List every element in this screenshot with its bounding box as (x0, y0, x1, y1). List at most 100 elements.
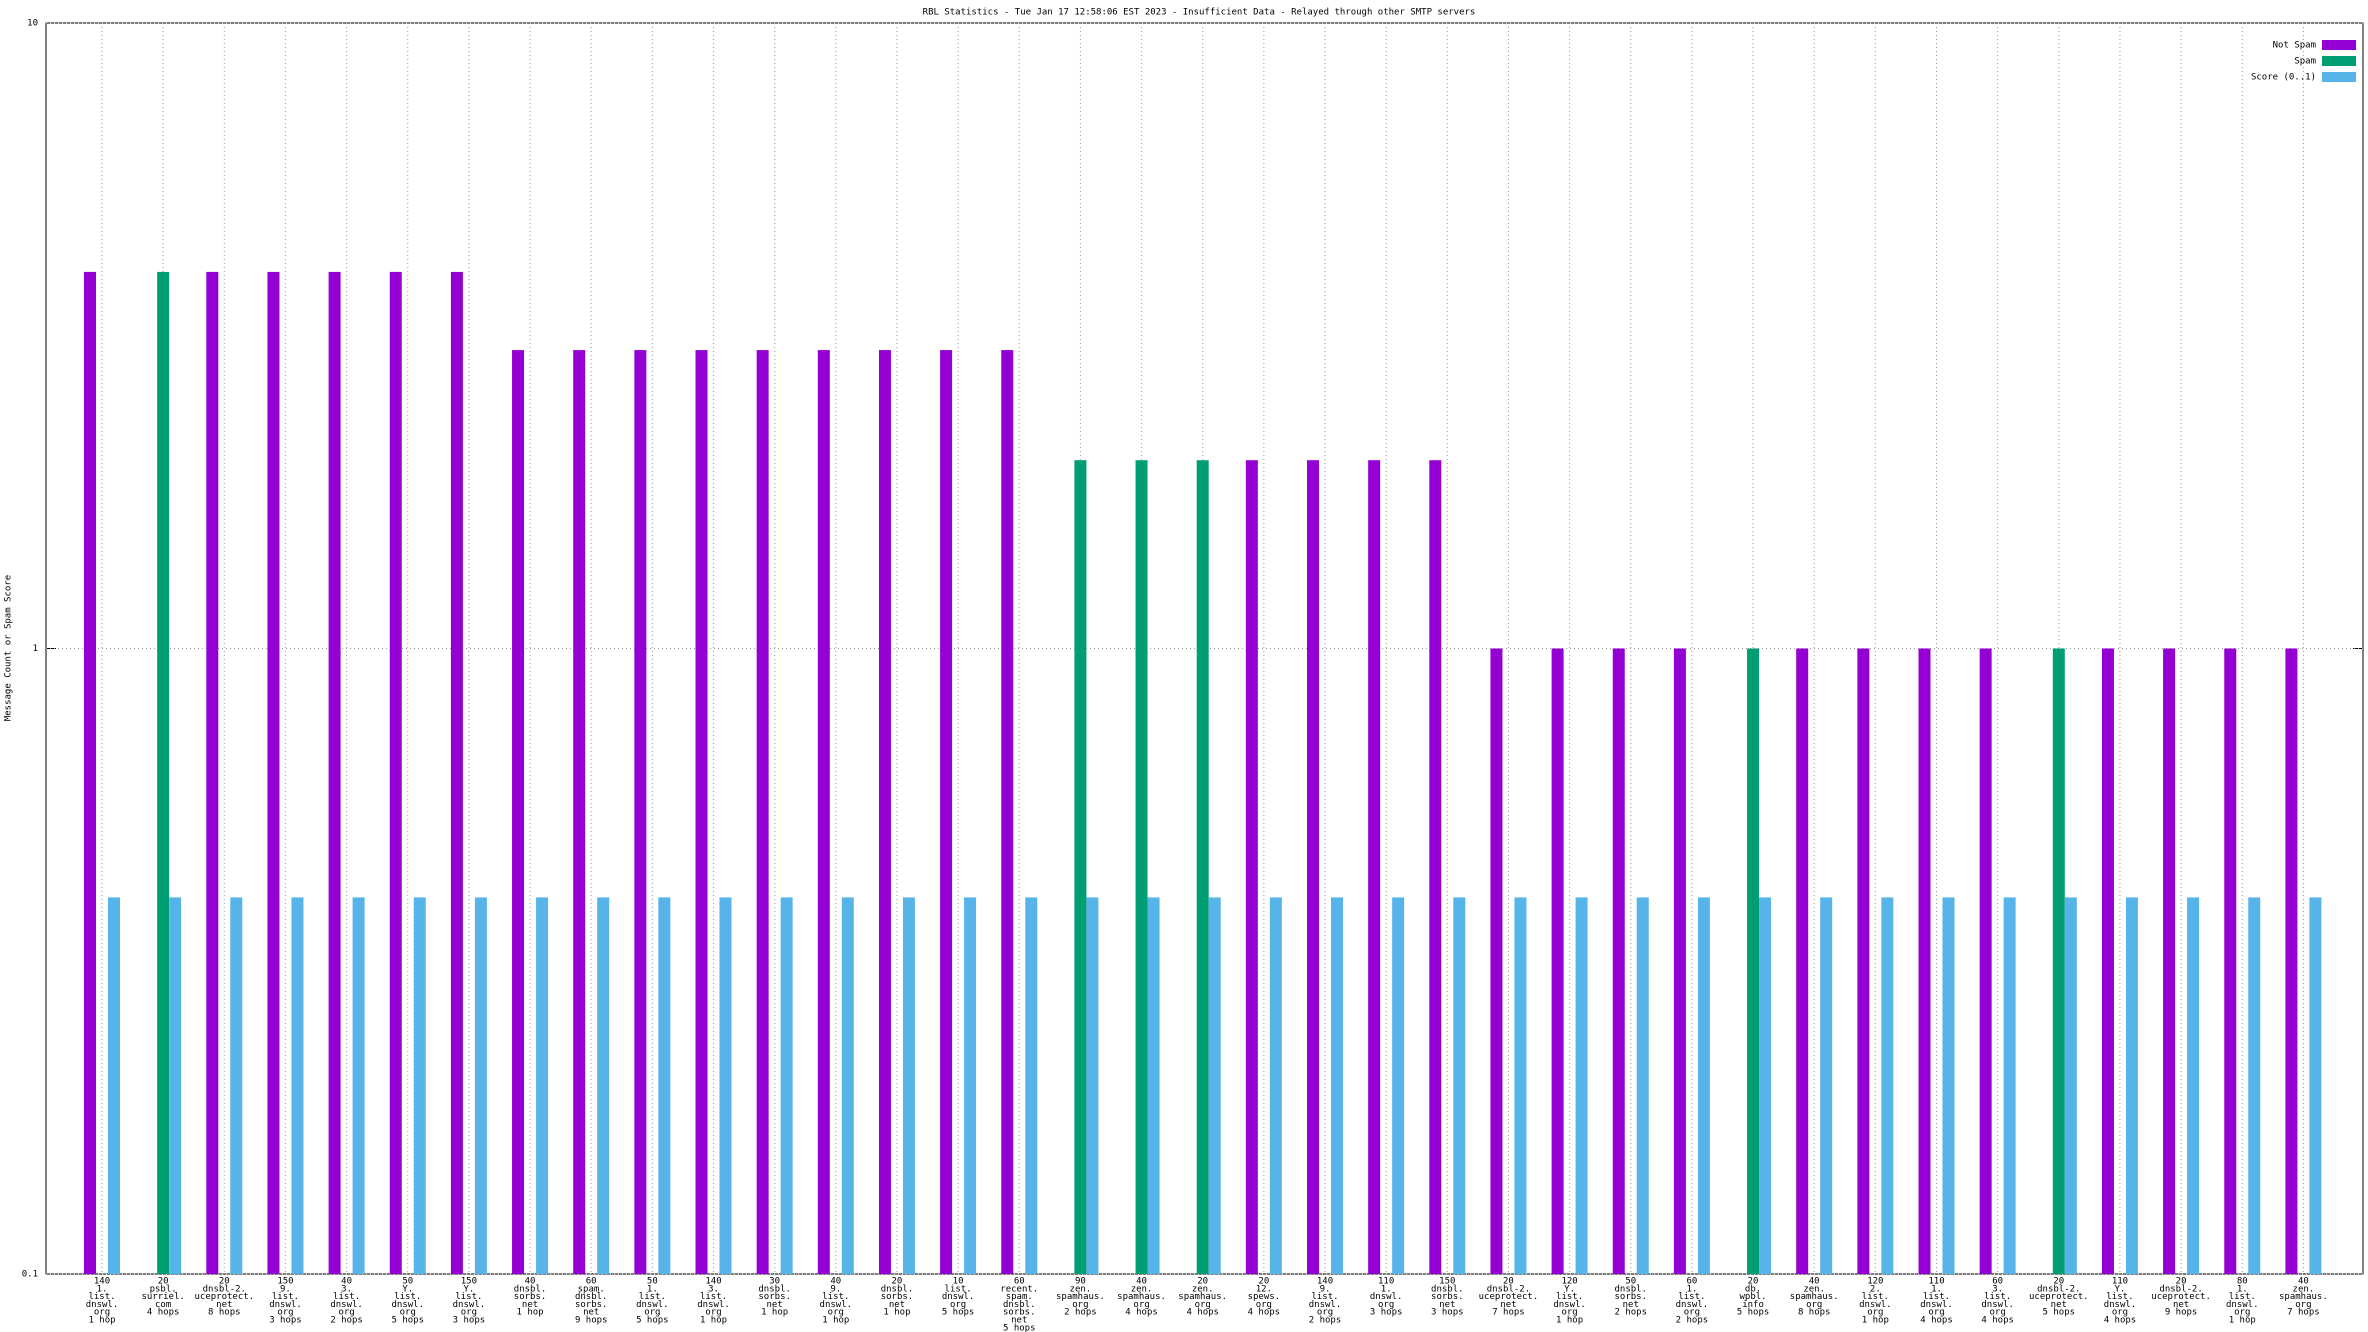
bar (1074, 460, 1087, 1274)
x-tick-label: dnswl. (86, 1300, 119, 1310)
bar (2285, 648, 2298, 1274)
x-tick-label: 2 hops (1064, 1308, 1097, 1318)
x-tick-label: dnsbl-2. (2159, 1284, 2202, 1294)
x-tick-label: 1. (1381, 1284, 1392, 1294)
x-tick-label: 40 (1136, 1277, 1147, 1287)
x-tick-label: 50 (1625, 1277, 1636, 1287)
x-tick-label: 60 (1686, 1277, 1697, 1287)
x-tick-label: org (950, 1300, 966, 1310)
bar (1453, 897, 1466, 1274)
legend-label: Spam (2294, 57, 2316, 67)
x-tick-label: 20 (158, 1277, 169, 1287)
bar (1208, 897, 1221, 1274)
legend-label: Score (0..1) (2251, 73, 2316, 83)
bar (2064, 897, 2077, 1274)
x-tick-label: 2 hops (330, 1316, 363, 1326)
x-tick-label: org (1684, 1308, 1700, 1318)
bar (756, 350, 769, 1274)
x-tick-label: 9 hops (575, 1316, 608, 1326)
bar (658, 897, 671, 1274)
x-tick-label: dnsbl. (758, 1284, 791, 1294)
x-tick-label: list. (455, 1292, 482, 1302)
x-tick-label: 120 (1867, 1277, 1883, 1287)
bar (1636, 897, 1649, 1274)
x-tick-label: dnsbl. (1003, 1300, 1036, 1310)
x-tick-label: zen. (1192, 1284, 1214, 1294)
x-tick-label: 1 hop (883, 1308, 910, 1318)
legend-swatch (2322, 56, 2356, 66)
bar (2101, 648, 2114, 1274)
x-tick-label: 40 (341, 1277, 352, 1287)
x-tick-label: list. (88, 1292, 115, 1302)
bar (1135, 460, 1148, 1274)
x-tick-label: sorbs. (1431, 1292, 1464, 1302)
x-tick-label: 1 hop (700, 1316, 727, 1326)
bar (1429, 460, 1442, 1274)
x-tick-label: 5 hops (391, 1316, 424, 1326)
bar (1551, 648, 1564, 1274)
bar (1918, 648, 1931, 1274)
legend-label: Not Spam (2273, 41, 2316, 51)
x-tick-label: org (400, 1308, 416, 1318)
x-tick-label: dnswl. (1370, 1292, 1403, 1302)
x-tick-label: 4 hops (1920, 1316, 1953, 1326)
bar (1612, 648, 1625, 1274)
x-tick-label: 110 (1378, 1277, 1394, 1287)
x-tick-label: net (583, 1308, 599, 1318)
x-tick-label: 1 hop (1862, 1316, 1889, 1326)
x-tick-label: info (1742, 1300, 1764, 1310)
bar (84, 271, 96, 1274)
x-tick-label: list. (1556, 1292, 1583, 1302)
x-tick-label: 3. (341, 1284, 352, 1294)
y-tick-label: 10 (27, 19, 38, 29)
bar (2125, 897, 2138, 1274)
x-tick-label: net (1500, 1300, 1516, 1310)
x-tick-label: org (1928, 1308, 1944, 1318)
bar (902, 897, 915, 1274)
bar (1942, 897, 1955, 1274)
bar (1331, 897, 1343, 1274)
x-tick-label: 9 hops (2165, 1308, 2198, 1318)
x-tick-label: sorbs. (1003, 1308, 1036, 1318)
x-tick-label: 20 (219, 1277, 230, 1287)
x-tick-label: net (889, 1300, 905, 1310)
y-tick-label: 0.1 (22, 1270, 38, 1280)
x-tick-label: dnsbl. (514, 1284, 547, 1294)
x-tick-label: org (1990, 1308, 2006, 1318)
x-tick-label: 1. (1686, 1284, 1697, 1294)
x-tick-label: 3. (1992, 1284, 2003, 1294)
bar (841, 897, 854, 1274)
x-tick-label: sorbs. (1614, 1292, 1647, 1302)
x-tick-label: 1. (97, 1284, 108, 1294)
bar (2052, 648, 2065, 1274)
x-tick-label: Y. (402, 1284, 413, 1294)
x-tick-label: dnswl. (330, 1300, 363, 1310)
x-tick-label: 50 (402, 1277, 413, 1287)
x-tick-label: 4 hops (1981, 1316, 2014, 1326)
bar (817, 350, 830, 1274)
bar (597, 897, 610, 1274)
bar (352, 897, 365, 1274)
x-tick-label: dnswl. (1981, 1300, 2014, 1310)
bar (1979, 648, 1992, 1274)
x-tick-label: dnswl. (2226, 1300, 2259, 1310)
bar (206, 271, 219, 1274)
bar (1759, 897, 1772, 1274)
x-tick-label: dnsbl-2. (1487, 1284, 1530, 1294)
x-tick-label: list. (1678, 1292, 1705, 1302)
x-tick-label: spamhaus. (1790, 1292, 1839, 1302)
x-tick-label: org (1072, 1300, 1088, 1310)
x-tick-label: org (94, 1308, 110, 1318)
x-tick-label: psbl. (150, 1284, 177, 1294)
bar (1490, 648, 1503, 1274)
x-tick-label: 5 hops (942, 1308, 975, 1318)
bar (1307, 460, 1319, 1274)
bar (2003, 897, 2016, 1274)
x-tick-label: 4 hops (1186, 1308, 1219, 1318)
x-tick-label: 5 hops (636, 1316, 669, 1326)
x-tick-label: 20 (2053, 1277, 2064, 1287)
bar (1796, 648, 1809, 1274)
bar (267, 271, 280, 1274)
bar (2309, 897, 2322, 1274)
